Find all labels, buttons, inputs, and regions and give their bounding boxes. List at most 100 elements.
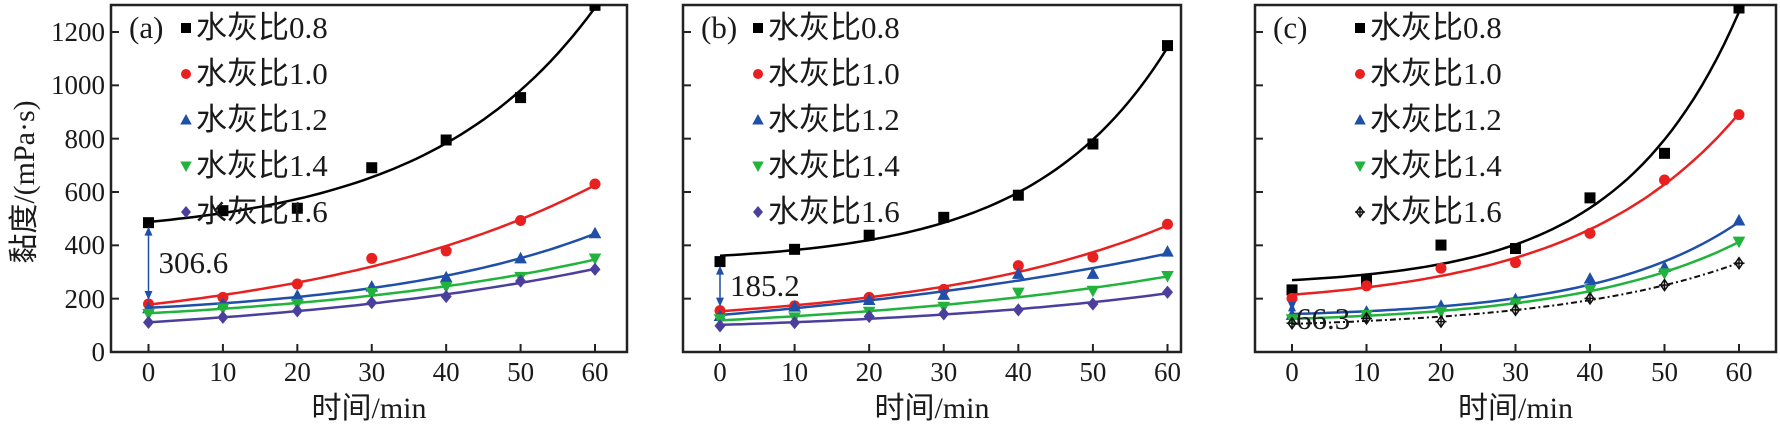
data-point <box>1583 284 1597 297</box>
x-tick-label: 50 <box>1079 357 1107 387</box>
data-point <box>588 253 602 265</box>
data-point <box>291 202 303 214</box>
legend-label: 水灰比1.6 <box>1370 194 1502 229</box>
legend-label: 水灰比1.4 <box>1370 148 1502 183</box>
legend-marker <box>1355 205 1365 219</box>
data-point <box>788 300 801 312</box>
legend-item <box>753 69 763 79</box>
data-point <box>217 310 229 324</box>
legend-marker <box>1354 161 1366 172</box>
data-point <box>714 256 726 268</box>
x-axis-label: 时间/min <box>874 392 990 425</box>
x-axis-label: 时间/min <box>1457 392 1573 425</box>
x-tick-label: 30 <box>930 357 958 387</box>
difference-annotation <box>716 265 724 307</box>
legend-marker <box>1355 69 1365 79</box>
data-point <box>1361 274 1372 286</box>
data-point <box>938 211 950 223</box>
legend-marker <box>181 69 191 79</box>
x-tick-label: 60 <box>581 357 609 387</box>
series-水灰比1.2 <box>713 245 1174 321</box>
data-point <box>937 288 951 300</box>
x-tick-label: 50 <box>507 357 535 387</box>
data-point <box>143 315 154 329</box>
x-tick-label: 30 <box>1502 357 1529 387</box>
legend-item <box>1355 69 1365 79</box>
legend-label: 水灰比1.2 <box>196 102 328 137</box>
legend-marker <box>753 206 763 218</box>
data-point <box>1510 257 1521 269</box>
legend-item <box>181 69 191 79</box>
data-point <box>291 304 303 318</box>
data-point <box>1659 278 1670 292</box>
y-tick-label: 0 <box>91 337 106 367</box>
data-point <box>1012 189 1024 201</box>
data-point <box>1434 306 1448 319</box>
x-tick-label: 60 <box>1725 357 1753 387</box>
data-point <box>1012 287 1025 300</box>
series-水灰比1.6 <box>143 262 601 329</box>
x-tick-label: 0 <box>713 357 727 387</box>
data-point <box>1012 303 1024 317</box>
series-水灰比1.6 <box>1286 256 1745 331</box>
data-point <box>366 162 378 174</box>
x-tick-label: 10 <box>209 357 237 387</box>
data-point <box>1583 272 1597 284</box>
x-tick-label: 0 <box>141 357 156 387</box>
annotation-arrowhead-up <box>144 226 153 236</box>
data-point <box>862 293 876 305</box>
data-point <box>1286 284 1298 296</box>
data-point <box>1087 138 1099 150</box>
difference-annotation <box>144 226 153 300</box>
data-point <box>291 289 304 301</box>
data-point <box>1162 40 1173 52</box>
data-point <box>863 229 875 241</box>
x-tick-label: 40 <box>1576 357 1604 387</box>
legend-label: 水灰比0.8 <box>196 10 328 45</box>
x-tick-label: 10 <box>1353 357 1380 387</box>
legend-label: 水灰比0.8 <box>768 10 900 45</box>
legend-item <box>1354 161 1366 172</box>
x-tick-label: 0 <box>1285 357 1299 387</box>
data-point <box>1286 316 1298 331</box>
data-point <box>366 296 378 310</box>
series-水灰比0.8 <box>1286 5 1745 296</box>
data-point <box>439 270 453 283</box>
x-tick-label: 20 <box>1427 357 1455 387</box>
data-point <box>1086 285 1100 298</box>
fit-curve <box>1291 11 1741 282</box>
data-point <box>440 245 452 257</box>
data-point <box>938 307 950 321</box>
legend-label: 水灰比1.0 <box>196 56 328 91</box>
legend-label: 水灰比1.0 <box>1370 56 1502 91</box>
data-point <box>216 303 230 315</box>
data-point <box>1161 245 1174 257</box>
data-point <box>1435 239 1447 251</box>
data-point <box>440 134 452 146</box>
legend-label: 水灰比1.2 <box>768 102 900 137</box>
series-水灰比1.6 <box>714 285 1173 333</box>
legend-label: 水灰比0.8 <box>1370 10 1502 45</box>
data-point <box>863 309 875 324</box>
panel-b <box>681 3 1183 354</box>
y-tick-label: 600 <box>64 177 106 207</box>
data-point <box>1584 291 1596 306</box>
legend-item <box>1355 23 1365 33</box>
data-point <box>1658 268 1671 280</box>
legend-item <box>753 23 763 33</box>
data-point <box>589 262 601 276</box>
data-point <box>1162 285 1173 299</box>
data-point <box>714 319 726 333</box>
legend-item <box>181 23 191 33</box>
series-水灰比1.0 <box>143 178 601 310</box>
data-point <box>1286 292 1298 304</box>
legend-item <box>180 114 192 125</box>
legend-marker <box>753 23 763 33</box>
annotation-arrowhead-down <box>144 291 153 300</box>
data-point <box>515 215 527 227</box>
data-point <box>440 289 452 304</box>
data-point <box>142 308 155 321</box>
data-point <box>1162 218 1173 230</box>
data-point <box>291 278 303 290</box>
